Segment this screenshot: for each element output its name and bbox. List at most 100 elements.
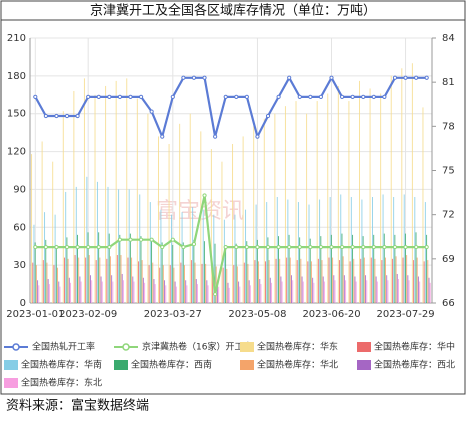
bar [302, 281, 304, 303]
x-tick-label: 2023-03-27 [144, 309, 202, 320]
y-tick-label: 0 [20, 298, 26, 309]
bar [353, 258, 355, 303]
bar [290, 275, 292, 303]
bar [70, 282, 72, 303]
bar [256, 239, 258, 303]
line-marker [382, 94, 387, 99]
y2-tick-label: 81 [442, 77, 455, 88]
bar [106, 258, 108, 303]
line-marker [33, 244, 38, 250]
bar [91, 280, 93, 303]
bar [138, 261, 140, 303]
bar [287, 199, 289, 303]
bar [45, 239, 47, 303]
bar [172, 244, 174, 303]
bar [396, 273, 398, 303]
bar [180, 262, 182, 303]
line-marker [318, 244, 324, 250]
legend-label: 全国热卷库存：东北 [21, 377, 102, 389]
bar [296, 260, 298, 303]
bar [267, 237, 269, 303]
chart-frame [0, 19, 466, 395]
line-marker [339, 244, 345, 250]
legend-label: 全国热卷库存：华东 [257, 341, 338, 353]
bar [263, 118, 265, 303]
bar [140, 236, 142, 303]
line-marker [308, 244, 313, 250]
bar [391, 258, 393, 303]
line-marker [96, 94, 101, 99]
bar [402, 257, 404, 303]
bar [175, 286, 177, 303]
line-marker [202, 193, 207, 198]
line-marker [128, 94, 133, 99]
bar [165, 285, 167, 303]
bar [62, 111, 64, 303]
bar [99, 257, 101, 303]
y-tick-label: 210 [7, 33, 26, 44]
line-marker [403, 75, 408, 80]
bar [118, 189, 120, 303]
bar [100, 276, 102, 303]
bar [365, 275, 367, 303]
bar [52, 161, 54, 303]
line-marker [107, 94, 112, 99]
line-marker [223, 94, 228, 99]
bar [383, 233, 385, 303]
bar [330, 234, 332, 303]
bar [48, 284, 50, 303]
y-tick-label: 180 [7, 71, 26, 82]
legend-swatch [114, 360, 128, 370]
x-tick-label: 2023-01-01 [6, 309, 64, 320]
line-marker [64, 244, 70, 250]
line-marker [382, 244, 387, 250]
line-marker [149, 237, 154, 242]
bar [279, 258, 281, 303]
bar [415, 232, 417, 303]
bar [274, 113, 276, 303]
bar [38, 285, 40, 303]
bar [295, 101, 297, 303]
line-marker [234, 244, 239, 250]
bar [238, 281, 240, 303]
bar [275, 258, 277, 303]
bar [80, 281, 82, 303]
bar [190, 260, 192, 303]
line-marker [107, 244, 112, 250]
line-marker [86, 94, 91, 99]
bar [345, 280, 347, 303]
line-marker [276, 244, 281, 250]
bar [218, 286, 220, 303]
bar [222, 267, 224, 303]
bar [308, 204, 310, 303]
bar [342, 256, 344, 303]
bar [355, 281, 357, 303]
bar [309, 238, 311, 303]
bar [307, 261, 309, 303]
bar [363, 257, 365, 303]
bar [159, 267, 161, 303]
line-marker [371, 244, 376, 250]
bar [289, 257, 291, 303]
bar [54, 214, 56, 303]
bar [105, 85, 107, 303]
bar [74, 255, 76, 303]
bar [276, 197, 278, 303]
bar [85, 257, 87, 303]
y-tick-label: 30 [13, 260, 26, 271]
bar [147, 113, 149, 303]
bar [260, 284, 262, 303]
legend-swatch [240, 360, 254, 370]
bar [186, 285, 188, 303]
bar [403, 194, 405, 303]
bar [115, 80, 117, 304]
bar [223, 219, 225, 303]
bar [179, 123, 181, 303]
bar [427, 260, 429, 303]
bar [34, 242, 36, 303]
bar [266, 202, 268, 303]
bar [359, 80, 360, 304]
bar [44, 212, 46, 303]
source-note: 资料来源：富宝数据终端 [6, 398, 149, 414]
